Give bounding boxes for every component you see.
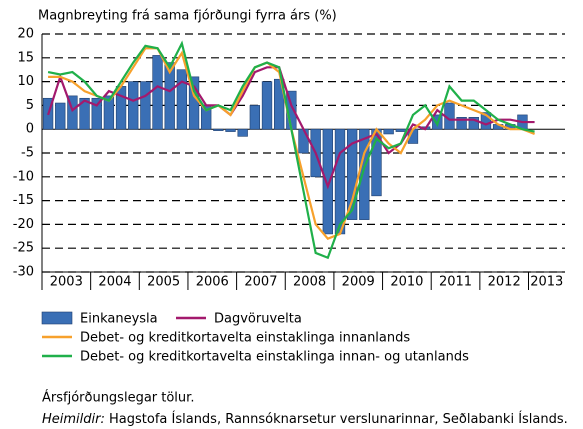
x-tick-label: 2011 — [439, 275, 472, 290]
line — [47, 66, 535, 190]
x-tick-label: 2004 — [98, 275, 131, 290]
source: Heimildir: Hagstofa Íslands, Rannsóknars… — [42, 411, 568, 427]
bar — [456, 117, 467, 130]
bar — [395, 128, 406, 132]
note: Ársfjórðungslegar tölur. — [42, 390, 194, 406]
bar — [249, 105, 261, 130]
bar — [225, 128, 236, 132]
source-text: Hagstofa Íslands, Rannsóknarsetur verslu… — [109, 411, 568, 427]
bar — [346, 128, 358, 220]
bar — [274, 78, 285, 130]
bar — [164, 62, 175, 130]
x-tick-label: 2003 — [50, 275, 83, 290]
bar — [128, 81, 139, 130]
bar — [55, 102, 66, 130]
line — [48, 47, 535, 240]
bar — [115, 86, 127, 130]
bar — [213, 128, 224, 131]
x-tick-label: 2006 — [196, 275, 229, 290]
legend-label: Dagvöruvelta — [214, 312, 302, 327]
y-tick-label: 15 — [17, 50, 34, 65]
bar — [480, 112, 492, 130]
bar — [152, 55, 163, 130]
source-label: Heimildir: — [42, 412, 105, 427]
bar — [298, 128, 309, 154]
y-tick-label: 5 — [26, 98, 34, 113]
y-tick-label: 10 — [17, 74, 34, 89]
x-tick-label: 2010 — [390, 275, 423, 290]
x-tick-label: 2009 — [342, 275, 375, 290]
x-tick-label: 2012 — [488, 275, 521, 290]
y-tick-label: 20 — [17, 27, 34, 42]
bar — [261, 81, 273, 130]
bar — [468, 117, 479, 130]
legend-label: Einkaneysla — [80, 312, 158, 327]
y-tick-label: -25 — [13, 241, 34, 256]
bar — [79, 97, 90, 130]
bar — [334, 128, 346, 235]
bar — [67, 95, 78, 130]
x-tick-label: 2013 — [530, 275, 563, 290]
y-tick-label: -15 — [13, 193, 34, 208]
bar — [359, 128, 370, 220]
y-tick-label: -30 — [13, 265, 34, 280]
y-tick-label: -20 — [13, 217, 34, 232]
legend-label: Debet- og kreditkortavelta einstaklinga … — [80, 331, 410, 346]
chart-title: Magnbreyting frá sama fjórðungi fyrra ár… — [38, 9, 337, 24]
y-tick-label: 0 — [26, 122, 34, 137]
line — [47, 40, 535, 260]
bar — [237, 128, 248, 137]
bar — [103, 95, 115, 130]
bar — [322, 128, 333, 235]
bar — [140, 81, 151, 130]
bar — [91, 97, 102, 130]
x-tick-label: 2008 — [293, 275, 326, 290]
bar — [383, 128, 394, 135]
legend-swatch — [41, 311, 73, 325]
bar — [176, 69, 188, 130]
legend-label: Debet- og kreditkortavelta einstaklinga … — [80, 350, 469, 365]
y-tick-label: -10 — [13, 169, 34, 184]
y-tick-label: -5 — [21, 146, 34, 161]
x-tick-label: 2007 — [244, 275, 277, 290]
x-tick-label: 2005 — [147, 275, 180, 290]
